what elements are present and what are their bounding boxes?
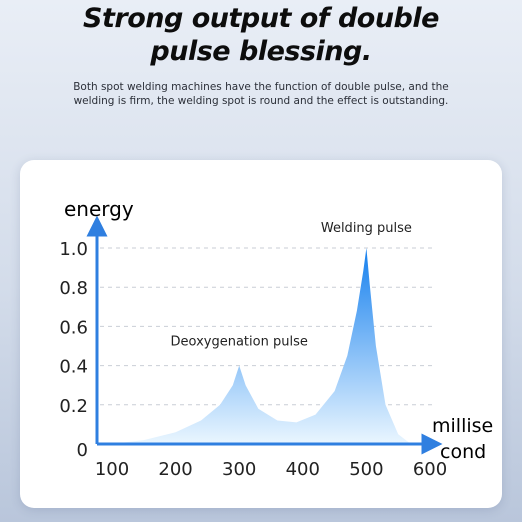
x-axis-label-line-1: millise bbox=[432, 415, 493, 437]
x-tick-label: 500 bbox=[349, 459, 383, 480]
x-tick-label: 600 bbox=[413, 459, 447, 480]
x-tick-label: 100 bbox=[95, 459, 129, 480]
y-tick-label: 0.8 bbox=[59, 278, 88, 299]
description: Both spot welding machines have the func… bbox=[73, 81, 449, 107]
headline: Strong output of double pulse blessing. bbox=[0, 2, 522, 68]
headline-line-1: Strong output of double bbox=[83, 3, 439, 34]
y-tick-label: 0.6 bbox=[59, 317, 88, 338]
annotation-label: Deoxygenation pulse bbox=[171, 335, 308, 350]
x-tick-label: 200 bbox=[158, 459, 192, 480]
y-tick-label: 0 bbox=[77, 440, 88, 461]
x-tick-label: 400 bbox=[286, 459, 320, 480]
series-area bbox=[112, 248, 411, 444]
headline-line-2: pulse blessing. bbox=[150, 36, 372, 67]
y-tick-label: 1.0 bbox=[59, 239, 88, 260]
y-tick-label: 0.2 bbox=[59, 396, 88, 417]
x-axis-label-line-2: cond bbox=[440, 441, 486, 463]
x-tick-label: 300 bbox=[222, 459, 256, 480]
annotation-label: Welding pulse bbox=[321, 221, 412, 236]
grid-lines bbox=[100, 247, 432, 406]
y-tick-label: 0.4 bbox=[59, 357, 88, 378]
y-axis-label: energy bbox=[64, 197, 134, 221]
